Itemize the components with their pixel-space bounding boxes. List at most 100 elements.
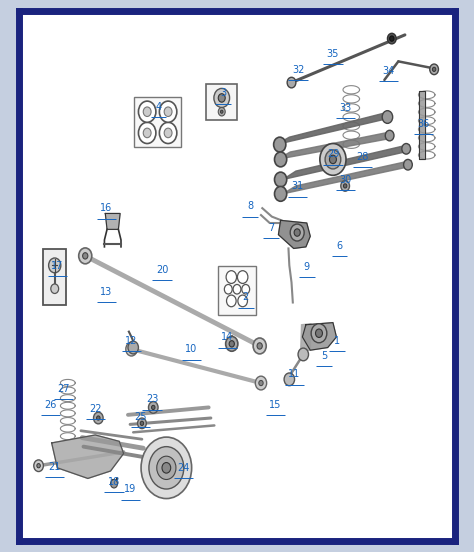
Circle shape: [402, 144, 410, 154]
Circle shape: [390, 36, 394, 41]
Text: 25: 25: [134, 412, 146, 422]
Circle shape: [137, 418, 146, 428]
Text: 10: 10: [185, 344, 197, 354]
Polygon shape: [301, 323, 311, 351]
Circle shape: [233, 284, 241, 294]
Circle shape: [311, 323, 327, 343]
FancyBboxPatch shape: [44, 250, 66, 305]
Text: 17: 17: [51, 261, 64, 270]
Circle shape: [159, 123, 177, 144]
Circle shape: [51, 284, 59, 294]
Text: 26: 26: [44, 400, 56, 410]
Circle shape: [329, 155, 337, 163]
Polygon shape: [52, 435, 124, 479]
Circle shape: [284, 373, 294, 386]
Circle shape: [320, 144, 346, 176]
Circle shape: [290, 224, 304, 241]
Circle shape: [343, 184, 347, 188]
FancyBboxPatch shape: [134, 97, 181, 147]
Polygon shape: [283, 161, 411, 194]
Circle shape: [149, 447, 184, 489]
Circle shape: [143, 128, 151, 137]
Text: 14: 14: [221, 332, 234, 342]
Circle shape: [253, 338, 266, 354]
Text: 12: 12: [125, 336, 137, 346]
Text: 30: 30: [339, 175, 351, 185]
Text: 8: 8: [247, 201, 253, 211]
Circle shape: [287, 77, 296, 88]
Circle shape: [274, 187, 287, 201]
Circle shape: [226, 336, 238, 351]
Text: 2: 2: [243, 293, 249, 302]
Circle shape: [229, 341, 234, 347]
Text: 19: 19: [124, 484, 137, 495]
Polygon shape: [283, 145, 409, 179]
Text: 11: 11: [289, 369, 301, 379]
Circle shape: [128, 341, 138, 354]
Circle shape: [220, 110, 223, 113]
Polygon shape: [276, 112, 390, 145]
Text: 16: 16: [100, 204, 112, 214]
Circle shape: [385, 130, 394, 141]
Circle shape: [294, 229, 300, 236]
Text: 5: 5: [321, 351, 328, 361]
Circle shape: [382, 110, 392, 124]
Polygon shape: [277, 132, 391, 160]
Circle shape: [129, 347, 134, 352]
Circle shape: [37, 464, 40, 468]
Circle shape: [49, 258, 61, 273]
Text: 34: 34: [383, 66, 395, 76]
Text: 32: 32: [292, 65, 304, 75]
Circle shape: [403, 160, 412, 170]
Circle shape: [138, 123, 156, 144]
Text: 33: 33: [339, 103, 351, 113]
Circle shape: [274, 172, 287, 187]
Circle shape: [325, 150, 341, 169]
Circle shape: [159, 101, 177, 123]
Circle shape: [224, 284, 232, 294]
Circle shape: [82, 253, 88, 259]
Circle shape: [255, 376, 267, 390]
Text: 4: 4: [155, 102, 162, 112]
Circle shape: [226, 270, 237, 283]
Circle shape: [157, 456, 176, 480]
Circle shape: [148, 402, 158, 413]
Circle shape: [387, 33, 396, 44]
Text: 21: 21: [48, 462, 61, 472]
Circle shape: [126, 342, 137, 356]
Circle shape: [257, 343, 262, 349]
Circle shape: [93, 412, 103, 424]
Circle shape: [214, 88, 229, 108]
Circle shape: [138, 101, 156, 123]
Polygon shape: [278, 220, 310, 248]
Circle shape: [218, 94, 225, 102]
Text: 22: 22: [89, 404, 101, 414]
Circle shape: [227, 295, 236, 307]
Text: 7: 7: [268, 222, 274, 232]
FancyBboxPatch shape: [206, 84, 237, 120]
Text: 9: 9: [304, 262, 310, 272]
Circle shape: [430, 64, 438, 75]
Circle shape: [140, 421, 144, 426]
Text: 31: 31: [291, 181, 303, 191]
Circle shape: [34, 460, 44, 471]
Text: 24: 24: [178, 463, 190, 473]
Circle shape: [298, 348, 309, 361]
FancyBboxPatch shape: [218, 267, 256, 315]
Circle shape: [79, 248, 92, 264]
Circle shape: [141, 437, 191, 498]
Text: 13: 13: [100, 287, 112, 297]
Text: 18: 18: [108, 477, 120, 487]
Text: 36: 36: [418, 119, 430, 129]
Polygon shape: [302, 322, 337, 350]
Circle shape: [432, 67, 436, 71]
Text: 35: 35: [327, 49, 339, 59]
Text: 15: 15: [269, 400, 282, 410]
Text: 6: 6: [337, 241, 343, 251]
Circle shape: [316, 329, 322, 337]
Text: 23: 23: [146, 394, 158, 404]
Circle shape: [162, 463, 171, 473]
Circle shape: [164, 107, 172, 116]
Text: 28: 28: [356, 152, 369, 162]
Text: 27: 27: [57, 384, 70, 394]
